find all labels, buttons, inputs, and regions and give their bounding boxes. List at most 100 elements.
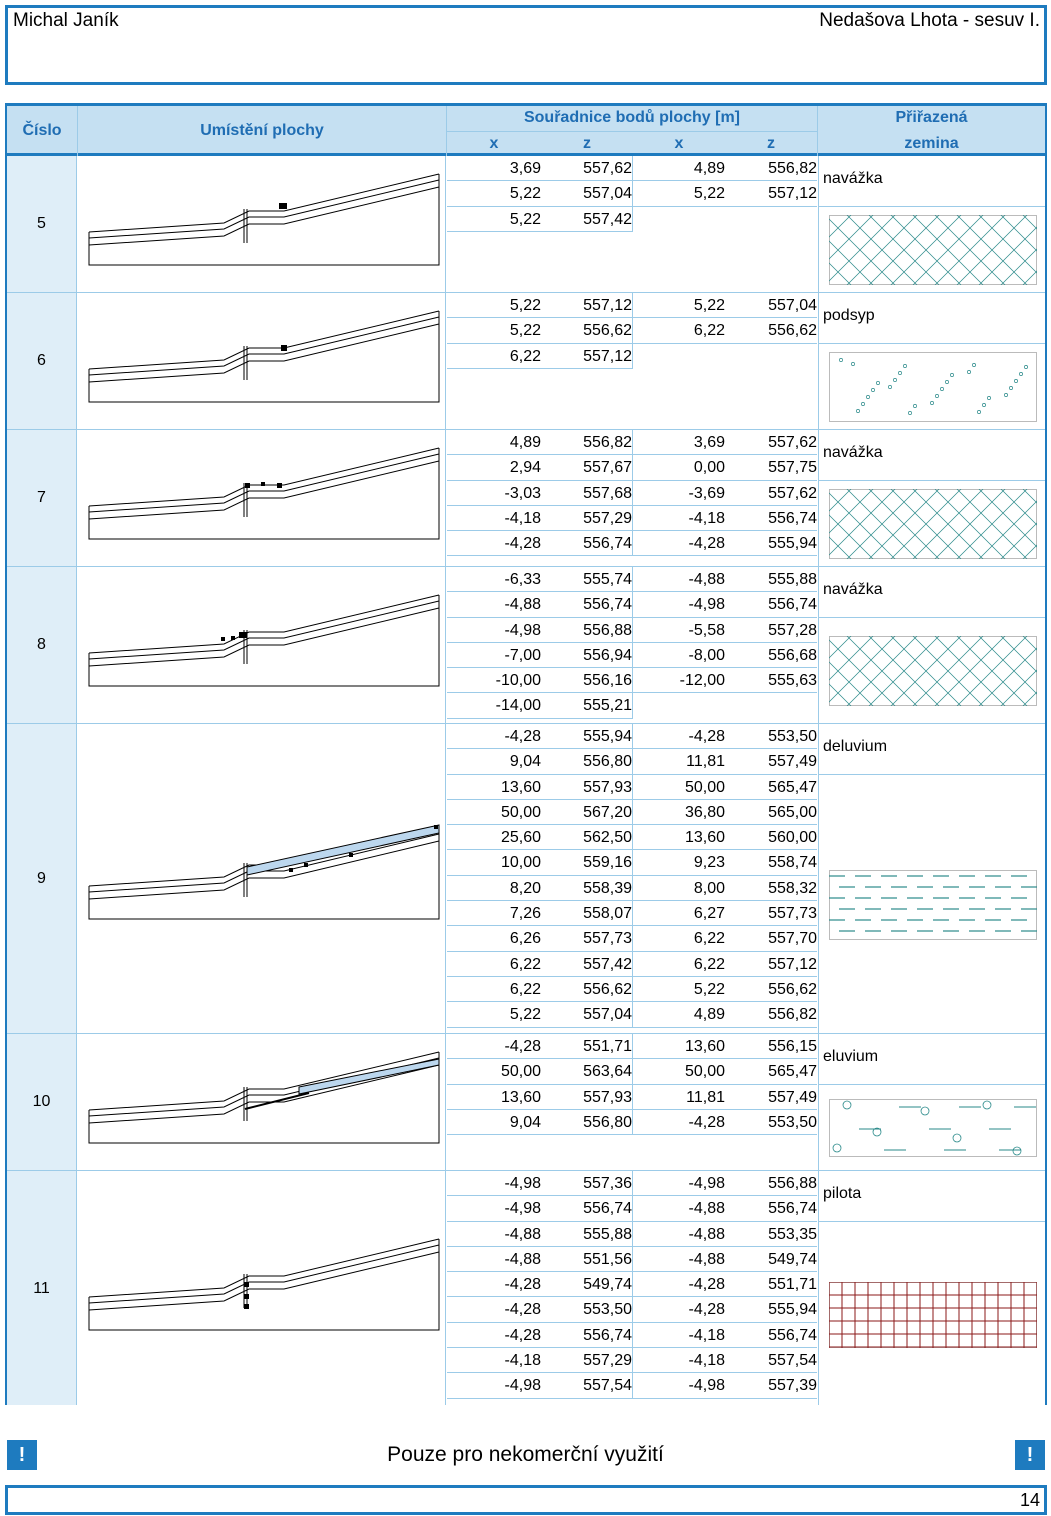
- coord-z: 555,21: [541, 693, 633, 719]
- coordinate-row: -4,88 551,56 -4,88 549,74: [447, 1246, 817, 1273]
- soil-pattern-swatch: [758, 488, 1045, 560]
- soil-divider: [819, 206, 1045, 207]
- col-z2: z: [767, 135, 775, 152]
- coord-z: 557,93: [541, 774, 633, 800]
- coord-x: 11,81: [633, 749, 725, 775]
- coord-x: -4,18: [633, 506, 725, 532]
- coord-z: 557,73: [725, 901, 817, 927]
- coord-x: -6,33: [447, 567, 541, 593]
- coord-z: 553,50: [725, 1110, 817, 1136]
- coord-x: -4,88: [447, 1247, 541, 1273]
- coord-z: 557,12: [541, 343, 633, 369]
- coord-x: 5,22: [447, 181, 541, 207]
- coord-z: 556,82: [725, 156, 817, 182]
- coord-z: 557,54: [725, 1348, 817, 1374]
- row-number: 5: [7, 156, 77, 292]
- coord-x: 2,94: [447, 455, 541, 481]
- coord-x: 50,00: [447, 800, 541, 826]
- coord-z: 557,28: [725, 618, 817, 643]
- coord-z: 558,74: [725, 850, 817, 876]
- coord-x: -4,98: [447, 1196, 541, 1222]
- coordinate-list: -4,28 555,94 -4,28 553,50 9,04 556,80 11,81 557…: [447, 724, 817, 1028]
- page-number: 14: [1019, 1490, 1040, 1510]
- coordinate-row: -6,33 555,74 -4,88 555,88: [447, 567, 817, 593]
- coord-x: 9,04: [447, 1110, 541, 1136]
- coord-z: 555,88: [541, 1221, 633, 1247]
- coord-x: 3,69: [633, 430, 725, 456]
- coordinate-row: 6,22 557,12: [447, 343, 817, 369]
- coord-x: 6,27: [633, 901, 725, 927]
- coord-z: 553,50: [725, 724, 817, 750]
- coordinate-row: 2,94 557,67 0,00 557,75: [447, 455, 817, 481]
- row-number: 11: [7, 1171, 77, 1405]
- coord-x: -14,00: [447, 693, 541, 719]
- coord-x: 6,22: [633, 926, 725, 952]
- assigned-soil: navážka: [758, 156, 1045, 292]
- coord-z: 555,74: [541, 567, 633, 593]
- soil-name: deluvium: [823, 738, 888, 755]
- coord-z: 556,74: [541, 1322, 633, 1349]
- coord-z: 558,39: [541, 875, 633, 902]
- slope-cross-section: [88, 447, 440, 540]
- coord-z: 558,32: [725, 876, 817, 902]
- assigned-soil: eluvium: [818, 1034, 1045, 1170]
- coord-x: 4,89: [633, 156, 725, 182]
- row-number: 7: [7, 430, 77, 566]
- coord-z: 556,80: [541, 749, 633, 775]
- coord-x: 13,60: [447, 775, 541, 800]
- table-row: 8 -6,33 555,74 -4,88 555,88 -4,88 556,74 -4,98 5…: [7, 567, 1045, 724]
- coord-x: -3,03: [447, 481, 541, 506]
- surface-location: [78, 430, 446, 566]
- table-row: 7 4,89 556,82 3,69 557,62 2,94 557,67 0,00 557,7…: [7, 430, 1045, 567]
- coord-x: -4,88: [633, 1196, 725, 1222]
- coord-x: -4,98: [633, 1171, 725, 1197]
- coord-z: 549,74: [541, 1272, 633, 1298]
- coord-x: -4,28: [633, 724, 725, 750]
- coordinate-row: -4,98 557,54 -4,98 557,39: [447, 1373, 817, 1399]
- coordinate-row: -4,88 555,88 -4,88 553,35: [447, 1221, 817, 1247]
- coord-z: 556,82: [725, 1002, 817, 1028]
- coord-z: 557,68: [541, 480, 633, 506]
- soil-divider: [819, 480, 1045, 481]
- coordinate-row: -3,03 557,68 -3,69 557,62: [447, 480, 817, 506]
- coord-z: 556,74: [541, 531, 633, 557]
- coord-z: 553,35: [725, 1222, 817, 1247]
- assigned-soil: navážka: [758, 567, 1045, 723]
- page-header: Michal Janík Nedašova Lhota - sesuv I.: [5, 5, 1047, 85]
- table-row: 5 3,69 557,62 4,89 556,82 5,22 557,04 5,22 557,1…: [7, 156, 1045, 293]
- coord-z: 556,62: [725, 977, 817, 1003]
- coord-x: 5,22: [447, 293, 541, 319]
- coord-x: -4,18: [633, 1323, 725, 1349]
- coord-x: 3,69: [447, 156, 541, 182]
- coordinate-list: 4,89 556,82 3,69 557,62 2,94 557,67 0,00 557,75…: [447, 430, 817, 557]
- coord-x: 4,89: [633, 1002, 725, 1028]
- coordinate-row: 5,22 557,04 5,22 557,12: [447, 181, 817, 207]
- coordinate-row: -4,28 549,74 -4,28 551,71: [447, 1272, 817, 1298]
- coord-x: 5,22: [633, 977, 725, 1003]
- coord-x: -4,88: [633, 1247, 725, 1273]
- table-header: Číslo Umístění plochy Souřadnice bodů pl…: [7, 106, 1045, 156]
- soil-name: navážka: [823, 581, 883, 598]
- coord-z: 556,94: [541, 642, 633, 669]
- coord-z: 556,74: [541, 1196, 633, 1222]
- coord-z: 557,39: [725, 1373, 817, 1399]
- table-row: 10 -4,28 551,71 13,60 556,15 50,00 563,64 50,00…: [7, 1034, 1045, 1171]
- col-umisteni: Umístění plochy: [200, 122, 324, 139]
- coord-x: -4,98: [633, 1373, 725, 1399]
- warning-icon: !: [1015, 1440, 1045, 1470]
- soil-divider: [819, 1221, 1045, 1222]
- coord-x: -4,98: [447, 1373, 541, 1399]
- coord-z: 556,68: [725, 643, 817, 669]
- coord-x: -4,18: [633, 1348, 725, 1374]
- coord-x: -4,28: [447, 1297, 541, 1323]
- coord-x: -4,88: [447, 1222, 541, 1247]
- coordinate-row: 9,04 556,80 11,81 557,49: [447, 749, 817, 775]
- coord-z: 557,04: [541, 181, 633, 207]
- surface-location: [78, 724, 446, 1033]
- coordinate-row: -4,98 556,74 -4,88 556,74: [447, 1196, 817, 1222]
- coord-x: 8,20: [447, 876, 541, 902]
- coord-x: 5,22: [447, 318, 541, 344]
- coord-x: 6,22: [447, 344, 541, 369]
- coordinate-row: 13,60 557,93 50,00 565,47: [447, 774, 817, 800]
- coord-x: 4,89: [447, 430, 541, 456]
